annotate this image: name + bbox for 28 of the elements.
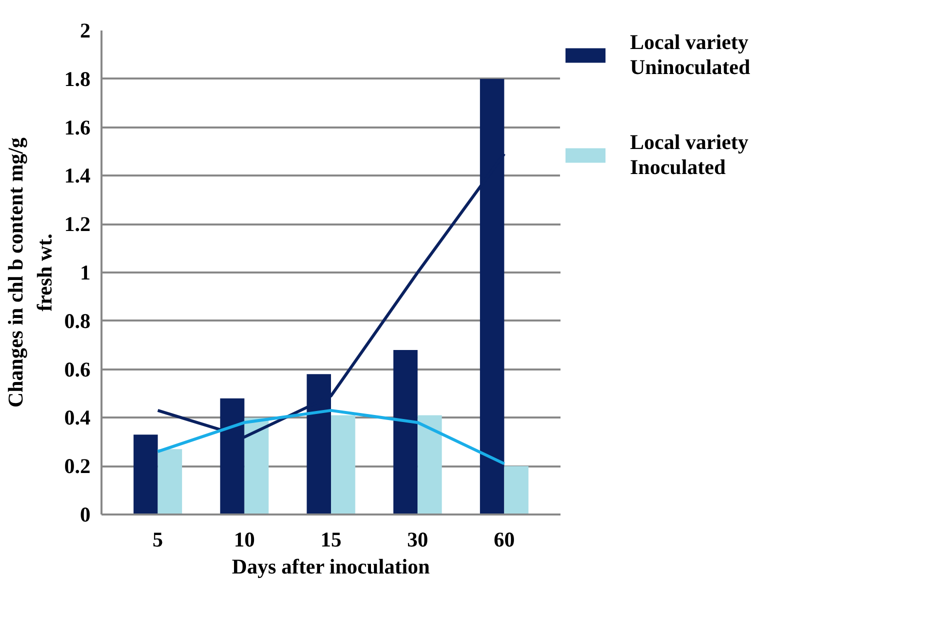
x-tick-label: 60 <box>494 528 515 552</box>
y-tick-label: 1 <box>80 260 90 284</box>
legend-label: Local variety Inoculated <box>630 130 748 180</box>
x-tick-label: 30 <box>407 528 428 552</box>
y-tick-label: 0 <box>80 502 90 526</box>
bar <box>393 350 418 514</box>
y-axis-title: Changes in chl b content mg/g fresh wt. <box>3 136 56 408</box>
y-tick-label: 0.2 <box>64 454 90 478</box>
y-tick-label: 1.6 <box>64 115 90 140</box>
x-tick-label: 5 <box>152 528 164 552</box>
y-tick-label: 0.4 <box>64 406 91 430</box>
y-tick-label: 1.4 <box>64 164 91 188</box>
y-tick-label: 0.8 <box>64 308 90 333</box>
y-tick-label: 2 <box>80 18 90 42</box>
legend-label: Local variety Uninoculated <box>630 30 750 80</box>
y-tick-label: 1.2 <box>64 212 90 236</box>
bar <box>244 418 269 514</box>
x-tick-label: 15 <box>320 528 342 552</box>
bar <box>134 434 158 514</box>
x-axis-title: Days after inoculation <box>232 554 430 578</box>
y-tick-label: 1.8 <box>64 66 90 91</box>
y-tick-label: 0.6 <box>64 357 90 382</box>
bar <box>158 449 182 514</box>
bar <box>331 415 356 514</box>
bar <box>418 415 442 514</box>
x-tick-label: 10 <box>234 528 255 552</box>
bar <box>504 466 528 514</box>
line-series <box>156 408 506 466</box>
